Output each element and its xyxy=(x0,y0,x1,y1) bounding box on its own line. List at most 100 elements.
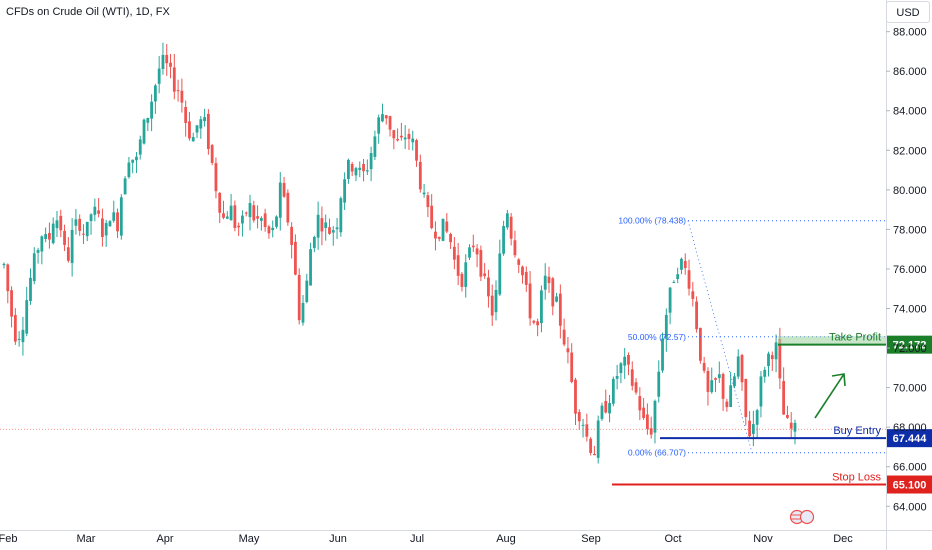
candle-body xyxy=(324,222,328,229)
candle-body xyxy=(180,90,184,103)
candle-body xyxy=(649,428,653,435)
x-tick-label: May xyxy=(239,533,260,545)
candle-body xyxy=(78,218,82,231)
candle-body xyxy=(225,216,229,219)
candle-body xyxy=(706,370,710,392)
candle-body xyxy=(426,195,430,208)
candle-body xyxy=(51,223,55,244)
candle-body xyxy=(267,226,271,234)
candle-body xyxy=(354,168,358,176)
candle-body xyxy=(116,212,119,232)
candle-body xyxy=(25,300,29,334)
candle-body xyxy=(634,382,638,393)
candle-body xyxy=(449,233,452,243)
y-tick-label: 84.000 xyxy=(893,106,927,118)
candle-body xyxy=(399,135,403,138)
candle-body xyxy=(259,218,263,221)
buy-entry-label: Buy Entry xyxy=(833,425,881,437)
candle-body xyxy=(97,210,101,214)
candle-body xyxy=(483,273,487,276)
y-tick-label: 78.000 xyxy=(893,224,927,236)
candle-body xyxy=(574,379,577,414)
stop-loss-price-badge xyxy=(887,475,932,494)
candle-body xyxy=(104,223,108,236)
y-tick-label: 70.000 xyxy=(893,383,927,395)
candle-body xyxy=(138,139,142,155)
candle-body xyxy=(415,140,418,161)
candle-body xyxy=(661,338,664,371)
x-tick-label: Apr xyxy=(156,533,173,545)
candle-body xyxy=(604,400,608,413)
x-tick-label: Mar xyxy=(77,533,96,545)
candle-body xyxy=(487,277,490,297)
candle-body xyxy=(282,183,286,197)
candle-body xyxy=(297,274,301,321)
candle-body xyxy=(112,212,116,221)
candle-body xyxy=(611,378,615,404)
fib-level-label: 0.00% (66.707) xyxy=(628,448,686,458)
y-tick-label: 86.000 xyxy=(893,66,927,78)
candle-body xyxy=(740,355,744,383)
candle-body xyxy=(528,283,532,319)
candle-body xyxy=(119,197,123,236)
candle-body xyxy=(403,137,407,140)
y-tick-label: 72.000 xyxy=(893,343,927,355)
candle-body xyxy=(17,338,21,340)
candle-body xyxy=(63,230,66,245)
overlays-layer: 100.00% (78.438) 50.00% (72.57) 0.00% (66.… xyxy=(0,216,932,494)
y-tick-label: 76.000 xyxy=(893,264,927,276)
candle-body xyxy=(237,225,241,228)
candle-body xyxy=(733,376,736,387)
candle-body xyxy=(146,118,150,123)
y-tick-label: 82.000 xyxy=(893,145,927,157)
candle-body xyxy=(365,170,369,172)
candle-body xyxy=(161,54,165,69)
candle-body xyxy=(770,355,774,360)
candle-body xyxy=(347,159,350,179)
candle-body xyxy=(475,248,479,255)
candle-body xyxy=(210,145,214,163)
candle-body xyxy=(691,291,695,299)
candle-body xyxy=(316,214,320,238)
x-tick-label: Dec xyxy=(833,533,853,545)
candle-body xyxy=(744,378,748,418)
buy-entry-price-badge xyxy=(887,429,932,448)
candle-body xyxy=(627,354,630,365)
candle-body xyxy=(460,273,464,287)
candle-body xyxy=(445,221,449,232)
candle-body xyxy=(778,338,782,379)
candle-body xyxy=(452,246,456,260)
candle-body xyxy=(653,400,657,433)
x-tick-label: Oct xyxy=(664,533,681,545)
candle-body xyxy=(551,278,555,307)
x-tick-label: Sep xyxy=(581,533,601,545)
candle-body xyxy=(55,220,59,229)
candle-body xyxy=(278,182,282,218)
candle-body xyxy=(335,227,339,230)
candle-body xyxy=(74,219,78,226)
candle-body xyxy=(305,280,309,303)
candle-body xyxy=(241,215,244,224)
direction-arrow xyxy=(814,373,845,419)
candle-body xyxy=(763,369,767,377)
candle-body xyxy=(615,375,619,379)
y-tick-label: 64.000 xyxy=(893,501,927,513)
candle-body xyxy=(562,329,566,345)
take-profit-zone xyxy=(778,336,886,345)
candle-body xyxy=(13,315,17,342)
candle-body xyxy=(203,117,206,122)
candle-body xyxy=(123,178,127,195)
take-profit-price-badge xyxy=(887,335,932,354)
candle-body xyxy=(782,381,786,415)
candle-body xyxy=(188,121,191,139)
candle-body xyxy=(301,302,305,323)
take-profit-price-text: 72.172 xyxy=(893,340,927,352)
candle-body xyxy=(169,62,172,67)
candle-body xyxy=(672,281,676,283)
candle-body xyxy=(736,356,740,377)
candle-body xyxy=(577,412,581,422)
candle-body xyxy=(411,138,415,143)
candle-body xyxy=(101,218,104,238)
candle-body xyxy=(244,212,248,214)
